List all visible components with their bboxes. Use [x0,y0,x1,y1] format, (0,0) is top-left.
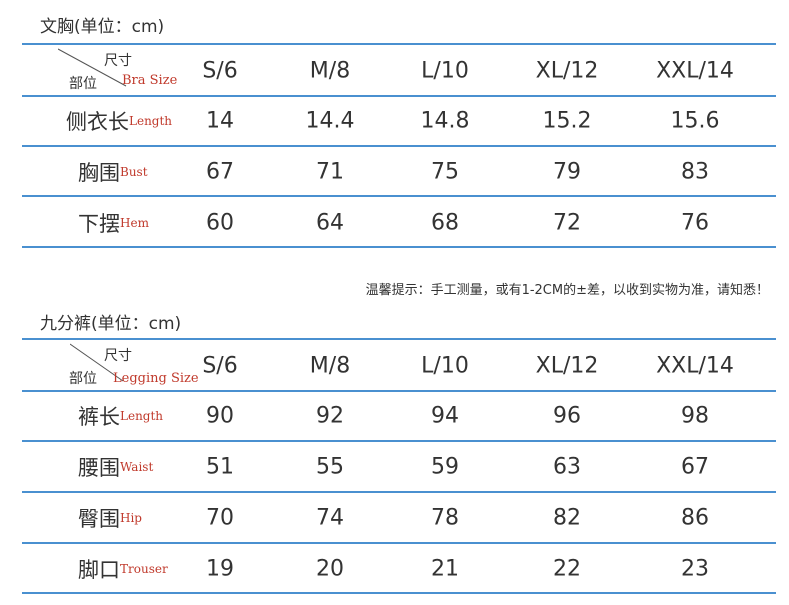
bra-cell: 67 [206,159,234,185]
legging-cell: 74 [316,505,344,531]
bra-row-label: 侧衣长Length [66,106,172,136]
row-label-zh: 裤长 [78,405,120,429]
bra-size-header: XL/12 [535,58,599,84]
bra-rule-1 [22,95,776,97]
legging-cell: 55 [316,454,344,480]
row-label-en: Length [129,114,173,128]
bra-size-header: M/8 [309,58,351,84]
legging-header-part-label: 部位 [69,371,97,387]
legging-cell: 51 [206,454,234,480]
bra-row-label: 下摆Hem [78,208,149,238]
legging-rule-0 [22,338,776,340]
legging-row-label: 腰围Waist [78,452,153,482]
row-label-zh: 胸围 [78,161,120,185]
row-label-en: Bust [120,165,148,179]
bra-row-label: 胸围Bust [78,157,148,187]
bra-cell: 72 [553,210,581,236]
row-label-zh: 下摆 [78,212,120,236]
bra-size-header: XXL/14 [656,58,734,84]
legging-cell: 94 [431,403,459,429]
row-label-en: Trouser [120,562,168,576]
bra-cell: 15.2 [542,108,592,134]
legging-cell: 86 [681,505,709,531]
row-label-zh: 侧衣长 [66,110,129,134]
legging-table-title: 九分裤(单位：cm) [40,314,182,334]
bra-size-header: S/6 [202,58,238,84]
legging-cell: 21 [431,556,459,582]
bra-cell: 76 [681,210,709,236]
legging-cell: 98 [681,403,709,429]
legging-cell: 82 [553,505,581,531]
row-label-zh: 脚口 [78,558,120,582]
legging-header-diagonal [70,343,124,382]
legging-header-en-label: Legging Size [113,371,199,386]
legging-cell: 59 [431,454,459,480]
legging-row-label: 脚口Trouser [78,554,168,584]
row-label-zh: 臀围 [78,507,120,531]
legging-header-size-label: 尺寸 [104,348,132,364]
bra-header-part-label: 部位 [69,76,97,92]
row-label-en: Length [120,409,164,423]
legging-rule-1 [22,390,776,392]
bra-cell: 68 [431,210,459,236]
row-label-zh: 腰围 [78,456,120,480]
row-label-en: Hip [120,511,142,525]
bra-cell: 15.6 [670,108,720,134]
legging-cell: 92 [316,403,344,429]
legging-cell: 96 [553,403,581,429]
bra-rule-2 [22,145,776,147]
row-label-en: Waist [120,460,154,474]
legging-cell: 90 [206,403,234,429]
legging-rule-4 [22,542,776,544]
legging-size-header: L/10 [421,353,469,379]
bra-rule-3 [22,195,776,197]
legging-rule-5 [22,592,776,594]
legging-row-label: 臀围Hip [78,503,142,533]
bra-cell: 79 [553,159,581,185]
legging-row-label: 裤长Length [78,401,163,431]
legging-cell: 22 [553,556,581,582]
legging-cell: 63 [553,454,581,480]
bra-rule-4 [22,246,776,248]
bra-cell: 64 [316,210,344,236]
legging-rule-2 [22,440,776,442]
bra-header-en-label: Bra Size [122,73,178,88]
bra-header-size-label: 尺寸 [104,53,132,69]
legging-cell: 70 [206,505,234,531]
bra-cell: 14.4 [305,108,355,134]
legging-cell: 78 [431,505,459,531]
bra-cell: 83 [681,159,709,185]
legging-cell: 19 [206,556,234,582]
legging-rule-3 [22,491,776,493]
bra-size-header: L/10 [421,58,469,84]
legging-size-header: XL/12 [535,353,599,379]
measurement-note: 温馨提示：手工测量，或有1-2CM的±差，以收到实物为准，请知悉！ [365,283,769,298]
legging-size-header: S/6 [202,353,238,379]
bra-cell: 14 [206,108,234,134]
legging-size-header: M/8 [309,353,351,379]
row-label-en: Hem [120,216,149,230]
legging-size-header: XXL/14 [656,353,734,379]
bra-header-diagonal [58,48,127,87]
bra-cell: 60 [206,210,234,236]
bra-rule-0 [22,43,776,45]
bra-cell: 14.8 [420,108,470,134]
bra-cell: 71 [316,159,344,185]
legging-cell: 23 [681,556,709,582]
legging-cell: 67 [681,454,709,480]
bra-table-title: 文胸(单位：cm) [40,17,165,37]
bra-cell: 75 [431,159,459,185]
legging-cell: 20 [316,556,344,582]
